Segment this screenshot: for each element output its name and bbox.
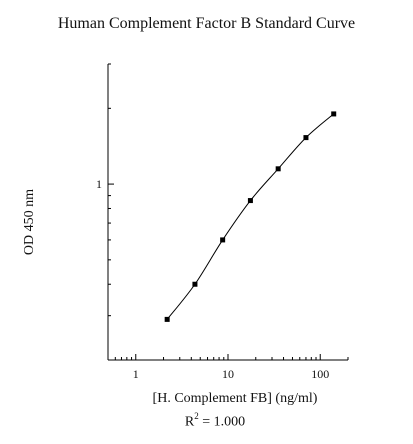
y-tick-label: 1: [96, 177, 102, 191]
r-squared-superscript: 2: [194, 411, 199, 421]
r-squared-annotation: R2 = 1.000: [150, 411, 280, 431]
r-squared-value: = 1.000: [198, 414, 246, 430]
axes: 1 10 100 1: [96, 63, 349, 381]
fit-curve-layer: [166, 113, 335, 320]
data-point: [303, 135, 309, 141]
chart-title: Human Complement Factor B Standard Curve: [57, 15, 356, 32]
data-point: [247, 198, 253, 204]
fit-curve: [166, 113, 335, 320]
x-tick-label: 10: [222, 367, 234, 381]
r-squared-prefix: R: [184, 414, 195, 430]
data-points-layer: [164, 111, 337, 322]
data-point: [275, 166, 281, 172]
data-point: [220, 237, 226, 243]
data-point: [331, 111, 337, 117]
data-point: [164, 316, 170, 322]
x-tick-label: 1: [133, 367, 139, 381]
x-axis-label: [H. Complement FB] (ng/ml): [152, 391, 318, 406]
data-point: [192, 281, 198, 287]
x-tick-label: 100: [311, 367, 329, 381]
